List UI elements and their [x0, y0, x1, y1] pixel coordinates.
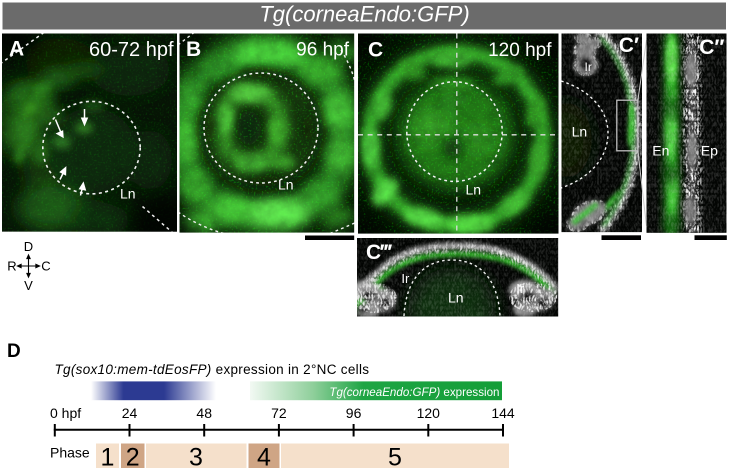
svg-text:1: 1	[101, 444, 115, 472]
svg-text:24: 24	[122, 405, 138, 421]
svg-text:5: 5	[388, 444, 402, 472]
svg-text:Tg(corneaEndo:GFP): Tg(corneaEndo:GFP)	[259, 1, 469, 26]
svg-text:3: 3	[189, 444, 203, 472]
svg-text:C′: C′	[619, 34, 639, 57]
svg-text:2: 2	[126, 444, 140, 472]
svg-text:0 hpf: 0 hpf	[50, 405, 81, 421]
svg-text:Ln: Ln	[448, 290, 464, 306]
svg-text:V: V	[24, 278, 33, 293]
svg-text:144: 144	[491, 405, 515, 421]
svg-text:C‴: C‴	[366, 241, 392, 264]
svg-text:60-72 hpf: 60-72 hpf	[89, 39, 174, 61]
svg-text:A: A	[9, 38, 24, 61]
svg-text:120 hpf: 120 hpf	[488, 40, 552, 61]
svg-text:Ep: Ep	[701, 142, 718, 158]
svg-text:R: R	[7, 259, 16, 274]
svg-text:Tg(corneaEndo:GFP) expression: Tg(corneaEndo:GFP) expression	[329, 386, 499, 399]
svg-text:48: 48	[196, 405, 212, 421]
svg-text:C: C	[41, 259, 50, 274]
svg-text:72: 72	[271, 405, 287, 421]
svg-text:C″: C″	[699, 36, 724, 59]
svg-text:C: C	[368, 39, 383, 62]
svg-text:Ln: Ln	[572, 124, 588, 140]
svg-text:4: 4	[257, 444, 271, 472]
svg-text:Ir: Ir	[401, 271, 410, 286]
svg-text:En: En	[652, 142, 669, 158]
svg-text:Ln: Ln	[466, 181, 482, 197]
svg-text:Phase: Phase	[50, 445, 90, 461]
svg-text:96 hpf: 96 hpf	[296, 40, 350, 61]
svg-text:Ir: Ir	[585, 60, 592, 74]
svg-text:D: D	[7, 341, 21, 362]
svg-text:Tg(sox10:mem-tdEosFP) expressi: Tg(sox10:mem-tdEosFP) expression in 2°NC…	[55, 362, 370, 377]
svg-text:B: B	[186, 38, 201, 61]
svg-text:Ir: Ir	[516, 281, 525, 296]
svg-text:D: D	[24, 239, 33, 254]
svg-text:120: 120	[417, 405, 441, 421]
svg-text:Ln: Ln	[120, 186, 136, 202]
svg-text:Ln: Ln	[278, 176, 294, 192]
svg-text:96: 96	[346, 405, 362, 421]
